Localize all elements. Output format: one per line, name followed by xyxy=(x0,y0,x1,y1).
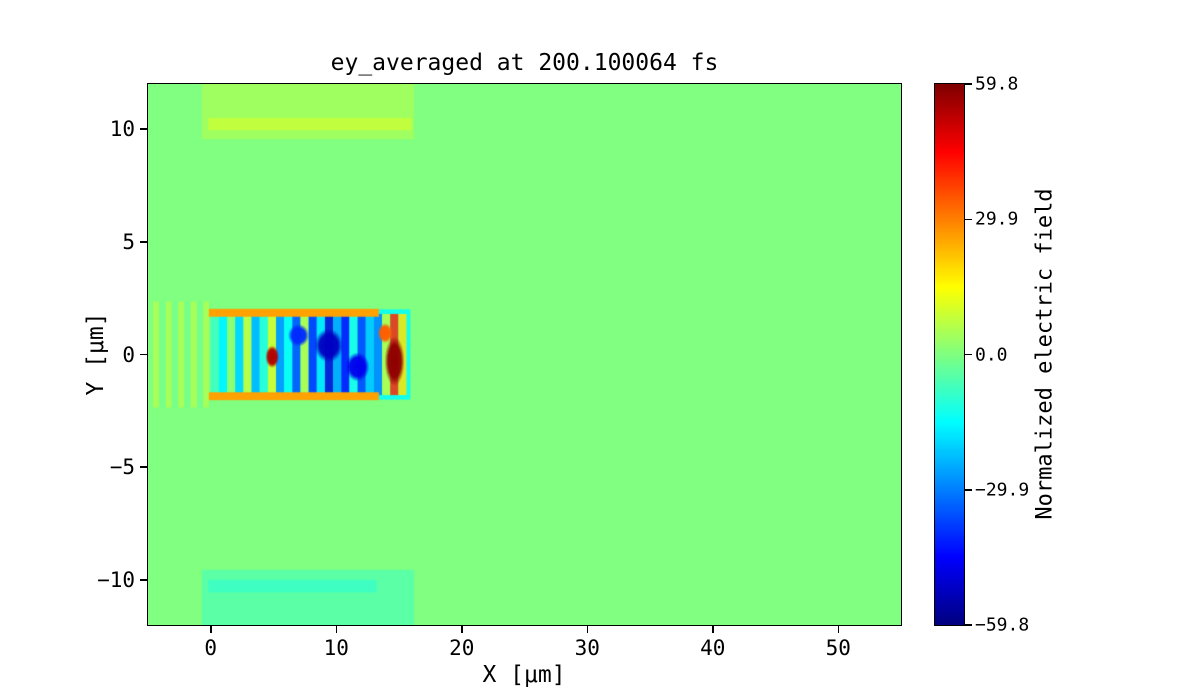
x-tick-mark xyxy=(712,625,714,633)
x-tick-mark xyxy=(461,625,463,633)
y-tick-label: 0 xyxy=(122,342,135,367)
colorbar-tick-mark xyxy=(965,83,972,85)
colorbar-label: Normalized electric field xyxy=(1032,188,1058,520)
x-tick-label: 20 xyxy=(449,636,475,660)
x-tick-mark xyxy=(335,625,337,633)
y-tick-mark xyxy=(140,128,148,130)
x-tick-label: 10 xyxy=(323,636,349,660)
heatmap-plot xyxy=(147,83,902,626)
y-tick-mark xyxy=(140,466,148,468)
colorbar-tick-mark xyxy=(965,624,972,626)
colorbar xyxy=(934,83,965,626)
y-tick-label: −10 xyxy=(97,567,135,592)
y-tick-mark xyxy=(140,241,148,243)
x-tick-mark xyxy=(837,625,839,633)
colorbar-tick-mark xyxy=(965,353,972,356)
colorbar-tick-label: 59.8 xyxy=(975,73,1019,95)
y-tick-label: 5 xyxy=(122,229,135,254)
x-tick-label: 30 xyxy=(574,636,600,660)
colorbar-tick-label: 29.9 xyxy=(975,208,1019,230)
colorbar-tick-mark xyxy=(965,218,972,220)
x-tick-label: 0 xyxy=(204,636,218,660)
x-axis-label: X [μm] xyxy=(482,662,566,688)
y-tick-mark xyxy=(140,579,148,581)
x-tick-mark xyxy=(586,625,588,633)
x-tick-label: 40 xyxy=(700,636,726,660)
colorbar-tick-mark xyxy=(965,489,972,491)
colorbar-tick-label: −59.8 xyxy=(975,614,1030,636)
x-tick-mark xyxy=(210,625,212,633)
colorbar-tick-label: −29.9 xyxy=(975,479,1030,501)
y-tick-label: 10 xyxy=(109,117,135,142)
plot-title: ey_averaged at 200.100064 fs xyxy=(330,50,719,76)
y-axis-label: Y [μm] xyxy=(83,312,109,396)
y-tick-label: −5 xyxy=(109,455,135,480)
y-tick-mark xyxy=(140,353,148,356)
x-tick-label: 50 xyxy=(825,636,851,660)
colorbar-tick-label: 0.0 xyxy=(975,344,1008,365)
